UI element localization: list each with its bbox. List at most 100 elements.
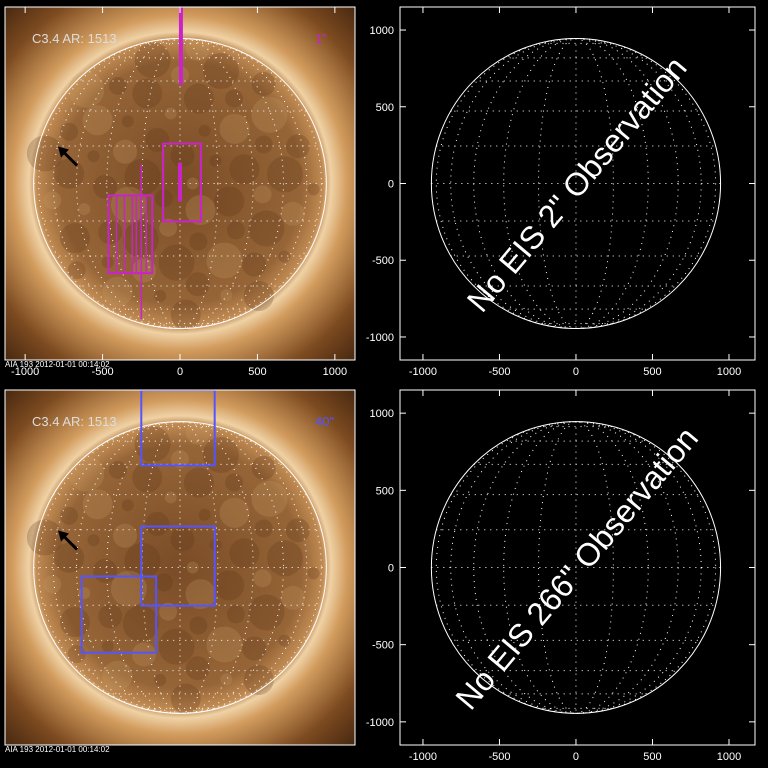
texture <box>251 71 276 96</box>
longitude-line <box>38 37 322 330</box>
texture <box>202 52 239 89</box>
y-tick-label: 0 <box>388 179 394 191</box>
texture <box>158 628 195 665</box>
longitude-line <box>106 37 254 330</box>
x-tick-label: 500 <box>248 366 266 378</box>
x-tick-label: -1000 <box>11 366 39 378</box>
texture <box>131 258 156 283</box>
x-tick-label: -500 <box>488 751 510 763</box>
texture <box>243 280 274 311</box>
texture <box>229 538 260 569</box>
texture <box>267 156 304 193</box>
axes-frame <box>4 389 356 746</box>
x-tick-label: 1000 <box>717 366 741 378</box>
longitude-line <box>538 421 614 714</box>
texture <box>82 105 113 136</box>
raster-label: 1" <box>315 31 327 46</box>
texture <box>67 261 86 280</box>
texture <box>121 115 134 128</box>
texture <box>202 436 239 473</box>
x-tick-label: 1000 <box>717 751 741 763</box>
longitude-line <box>76 37 284 330</box>
y-tick-label: 0 <box>388 563 394 575</box>
y-tick-label: 1000 <box>370 408 394 420</box>
x-tick-label: -1000 <box>409 366 437 378</box>
longitude-line <box>106 421 254 714</box>
texture <box>307 567 320 580</box>
texture <box>102 276 133 307</box>
texture <box>198 124 211 137</box>
x-tick-label: -500 <box>92 366 114 378</box>
texture <box>253 569 272 588</box>
y-tick-label: 500 <box>376 485 394 497</box>
raster-box <box>80 575 158 654</box>
texture <box>251 480 288 517</box>
texture <box>124 158 161 195</box>
longitude-line <box>52 37 308 330</box>
texture <box>214 570 245 601</box>
panel-title: C3.4 AR: 1513 <box>32 31 117 46</box>
texture <box>219 113 250 144</box>
texture <box>67 645 86 664</box>
panel <box>5 390 355 745</box>
texture <box>87 150 100 163</box>
panel <box>430 37 722 330</box>
texture <box>68 71 105 108</box>
y-tick-label: -500 <box>372 255 394 267</box>
texture <box>254 519 273 538</box>
texture <box>198 508 211 521</box>
no-observation-note: No EIS 2" Observation <box>460 50 694 319</box>
x-tick-label: 500 <box>643 366 661 378</box>
texture <box>132 78 163 109</box>
texture <box>185 656 210 681</box>
texture <box>225 473 244 492</box>
texture <box>59 607 90 638</box>
texture <box>214 186 245 217</box>
texture <box>242 636 267 661</box>
arrow <box>61 534 79 551</box>
texture <box>206 242 243 279</box>
texture <box>134 426 171 463</box>
texture <box>206 626 243 663</box>
panel-title: C3.4 AR: 1513 <box>32 414 117 429</box>
longitude-line <box>435 37 717 330</box>
no-observation-note: No EIS 266" Observation <box>448 420 705 716</box>
texture <box>186 561 199 574</box>
y-tick-label: -500 <box>372 640 394 652</box>
texture <box>248 210 285 247</box>
raster-label: 40" <box>315 414 334 429</box>
texture <box>158 244 195 281</box>
texture <box>134 42 171 79</box>
texture <box>185 272 210 297</box>
texture <box>254 135 273 154</box>
texture <box>170 299 201 330</box>
x-tick-label: 500 <box>643 751 661 763</box>
texture <box>164 107 177 120</box>
texture <box>68 455 105 492</box>
raster-box <box>107 194 154 275</box>
x-tick-label: 1000 <box>323 366 347 378</box>
texture <box>110 570 147 607</box>
footer: AIA 193 2012-01-01 00:14:02 <box>5 360 110 369</box>
texture <box>251 455 276 480</box>
texture <box>131 642 156 667</box>
texture <box>171 450 189 469</box>
texture <box>281 585 306 610</box>
texture <box>113 523 138 548</box>
texture <box>226 605 245 624</box>
texture <box>185 36 210 61</box>
texture <box>243 664 274 695</box>
texture <box>78 203 91 216</box>
texture <box>92 558 117 583</box>
longitude-line <box>38 421 322 714</box>
texture <box>278 634 291 647</box>
texture <box>278 250 291 263</box>
texture <box>92 174 117 199</box>
y-tick-label: 500 <box>376 102 394 114</box>
texture <box>108 76 127 95</box>
texture <box>98 604 123 629</box>
texture <box>159 218 178 237</box>
raster-box <box>140 525 216 607</box>
texture <box>26 519 63 556</box>
